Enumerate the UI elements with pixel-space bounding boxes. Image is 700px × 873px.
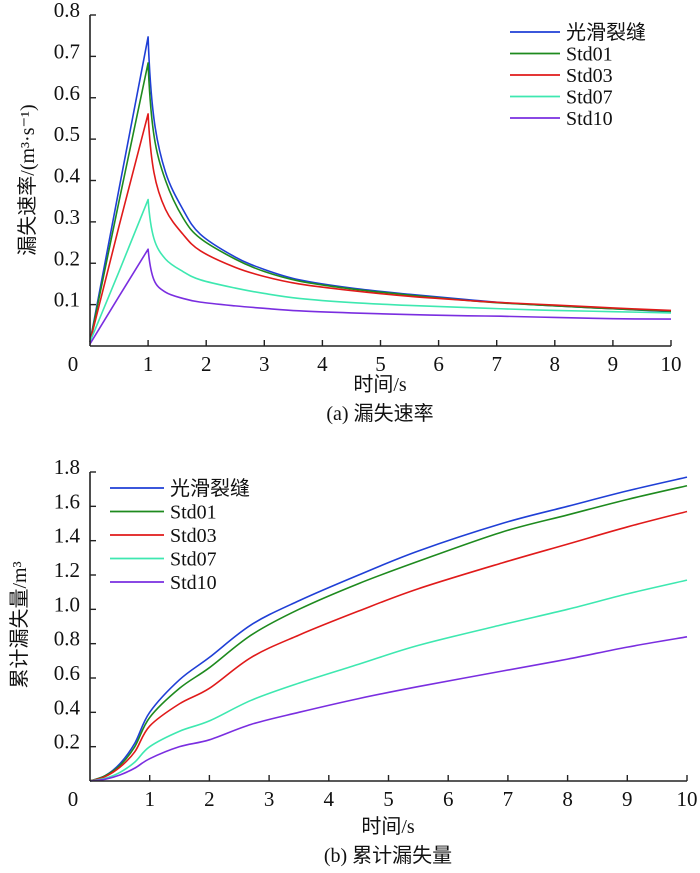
legend-label: Std01 bbox=[170, 502, 217, 524]
chart-b-ylabel: 累计漏失量/m³ bbox=[8, 561, 31, 688]
x-tick-label: 7 bbox=[503, 787, 514, 811]
series-line-4 bbox=[89, 636, 688, 782]
series-line-0 bbox=[89, 476, 688, 782]
y-tick-label: 0.6 bbox=[54, 661, 80, 685]
chart-a-axes: 0 1 2 3 4 5 6 7 8 9 10 0.1 0.2 0.3 0.4 0.5 0.6 0.7 0.8 bbox=[54, 0, 682, 376]
legend-label: 光滑裂缝 bbox=[170, 477, 250, 500]
x-tick-label: 7 bbox=[491, 352, 502, 376]
y-tick-label: 0.7 bbox=[54, 39, 80, 63]
series-line-2 bbox=[89, 113, 672, 343]
y-tick-label: 0.5 bbox=[54, 122, 80, 146]
y-tick-label: 0.2 bbox=[54, 246, 80, 270]
x-tick-label: 1 bbox=[143, 352, 154, 376]
chart-b-axes: 0 1 2 3 4 5 6 7 8 9 10 0.2 0.4 0.6 0.8 1.0 1.2 1.4 1.6 1.8 bbox=[54, 455, 698, 811]
y-tick-label: 0.4 bbox=[54, 164, 81, 188]
x-tick-label: 6 bbox=[433, 352, 444, 376]
series-line-4 bbox=[89, 248, 672, 345]
chart-a-xlabel: 时间/s bbox=[353, 373, 407, 396]
y-tick-label: 1.8 bbox=[54, 455, 80, 479]
legend-label: Std01 bbox=[566, 44, 613, 66]
legend-label: Std03 bbox=[566, 65, 613, 87]
series-line-1 bbox=[89, 484, 688, 782]
y-tick-label: 0.8 bbox=[54, 0, 80, 22]
chart-b-series bbox=[89, 476, 688, 782]
legend-label: Std07 bbox=[170, 549, 217, 571]
x-tick-label: 4 bbox=[324, 787, 335, 811]
x-tick-label: 5 bbox=[375, 352, 386, 376]
x-tick-label: 0 bbox=[68, 787, 79, 811]
x-tick-label: 6 bbox=[443, 787, 454, 811]
y-tick-label: 0.4 bbox=[54, 695, 81, 719]
x-tick-label: 10 bbox=[677, 787, 698, 811]
legend-label: Std10 bbox=[566, 108, 613, 130]
x-tick-label: 0 bbox=[68, 352, 79, 376]
chart-a-leak-rate: 0 1 2 3 4 5 6 7 8 9 10 0.1 0.2 0.3 0.4 0.5 0.6 0.7 0.8 光滑裂… bbox=[16, 0, 682, 425]
chart-b-cumulative-loss: 0 1 2 3 4 5 6 7 8 9 100.20.40.60.81.01.21.41.61.8 … bbox=[8, 455, 698, 867]
chart-a-series bbox=[89, 36, 672, 345]
legend-label: 光滑裂缝 bbox=[566, 21, 646, 44]
x-tick-label: 2 bbox=[204, 787, 215, 811]
chart-b-caption: (b) 累计漏失量 bbox=[324, 844, 452, 867]
x-tick-label: 1 bbox=[144, 787, 155, 811]
series-line-3 bbox=[89, 579, 688, 782]
legend-label: Std03 bbox=[170, 525, 217, 547]
x-tick-label: 9 bbox=[622, 787, 633, 811]
chart-a-caption: (a) 漏失速率 bbox=[326, 402, 433, 425]
x-tick-label: 8 bbox=[562, 787, 573, 811]
x-tick-label: 10 bbox=[661, 352, 682, 376]
y-tick-label: 0.1 bbox=[54, 288, 80, 312]
y-tick-label: 1.4 bbox=[54, 524, 81, 548]
y-tick-label: 0.6 bbox=[54, 81, 80, 105]
y-tick-label: 1.0 bbox=[54, 592, 80, 616]
x-tick-label: 4 bbox=[317, 352, 328, 376]
y-tick-label: 1.6 bbox=[54, 489, 80, 513]
y-tick-label: 0.3 bbox=[54, 205, 80, 229]
y-tick-label: 0.2 bbox=[54, 730, 80, 754]
series-line-2 bbox=[89, 510, 688, 782]
x-tick-label: 8 bbox=[550, 352, 561, 376]
legend-label: Std07 bbox=[566, 87, 613, 109]
x-tick-label: 3 bbox=[264, 787, 275, 811]
x-tick-label: 3 bbox=[259, 352, 270, 376]
x-tick-label: 2 bbox=[201, 352, 212, 376]
y-tick-label: 0.8 bbox=[54, 627, 80, 651]
series-line-3 bbox=[89, 198, 672, 343]
y-tick-label: 1.2 bbox=[54, 558, 80, 582]
chart-b-xlabel: 时间/s bbox=[361, 815, 415, 838]
legend-label: Std10 bbox=[170, 572, 217, 594]
x-tick-label: 9 bbox=[608, 352, 619, 376]
chart-a-ylabel: 漏失速率/(m³·s⁻¹) bbox=[16, 104, 39, 255]
x-tick-label: 5 bbox=[383, 787, 394, 811]
